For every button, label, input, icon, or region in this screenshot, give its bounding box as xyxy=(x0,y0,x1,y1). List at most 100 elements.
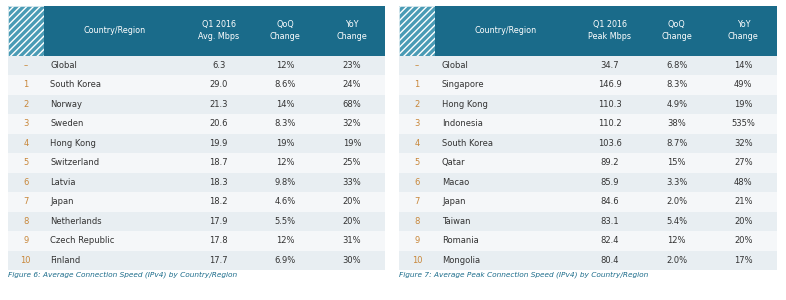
Text: 21%: 21% xyxy=(734,197,753,206)
Bar xyxy=(399,212,435,231)
Bar xyxy=(44,231,185,250)
Bar xyxy=(435,212,577,231)
Text: Czech Republic: Czech Republic xyxy=(50,236,115,245)
Bar xyxy=(644,56,711,75)
Bar xyxy=(644,172,711,192)
Bar xyxy=(399,231,435,250)
Text: YoY
Change: YoY Change xyxy=(728,20,758,41)
Bar xyxy=(644,153,711,172)
Text: 18.7: 18.7 xyxy=(209,158,228,167)
Text: Global: Global xyxy=(442,61,468,70)
Bar xyxy=(319,212,385,231)
Text: 12%: 12% xyxy=(276,61,295,70)
Bar xyxy=(435,231,577,250)
Bar xyxy=(8,56,44,75)
Text: 84.6: 84.6 xyxy=(601,197,619,206)
Text: Latvia: Latvia xyxy=(50,178,76,187)
Text: Q1 2016
Avg. Mbps: Q1 2016 Avg. Mbps xyxy=(198,20,239,41)
Text: 17.8: 17.8 xyxy=(209,236,228,245)
Text: 68%: 68% xyxy=(343,100,362,109)
Text: 80.4: 80.4 xyxy=(601,256,619,265)
Bar xyxy=(435,250,577,270)
Text: 24%: 24% xyxy=(343,80,362,89)
Text: 23%: 23% xyxy=(343,61,362,70)
Text: 38%: 38% xyxy=(667,119,686,128)
Text: 9: 9 xyxy=(23,236,28,245)
Text: 8: 8 xyxy=(23,217,28,226)
Bar xyxy=(711,6,777,56)
Text: Switzerland: Switzerland xyxy=(50,158,100,167)
Bar xyxy=(577,250,644,270)
Bar xyxy=(435,153,577,172)
Text: 2: 2 xyxy=(23,100,28,109)
Bar xyxy=(644,6,711,56)
Text: Hong Kong: Hong Kong xyxy=(442,100,488,109)
Bar xyxy=(644,250,711,270)
Bar xyxy=(44,212,185,231)
Text: 7: 7 xyxy=(23,197,28,206)
Bar xyxy=(399,6,435,56)
Bar xyxy=(435,75,577,94)
Text: 34.7: 34.7 xyxy=(601,61,619,70)
Text: 4: 4 xyxy=(414,139,420,148)
Bar xyxy=(577,212,644,231)
Text: Country/Region: Country/Region xyxy=(475,26,537,35)
Bar xyxy=(319,94,385,114)
Bar xyxy=(252,114,319,134)
Text: QoQ
Change: QoQ Change xyxy=(270,20,301,41)
Text: 19%: 19% xyxy=(734,100,753,109)
Bar xyxy=(185,134,252,153)
Text: 20%: 20% xyxy=(343,217,362,226)
Bar xyxy=(319,153,385,172)
Text: 14%: 14% xyxy=(276,100,295,109)
Bar xyxy=(319,250,385,270)
Text: 2.0%: 2.0% xyxy=(667,197,687,206)
Text: Finland: Finland xyxy=(50,256,81,265)
Bar xyxy=(319,172,385,192)
Bar xyxy=(644,231,711,250)
Bar xyxy=(319,56,385,75)
Text: 49%: 49% xyxy=(734,80,753,89)
Bar xyxy=(44,75,185,94)
Text: Mongolia: Mongolia xyxy=(442,256,480,265)
Bar xyxy=(252,212,319,231)
Text: 20%: 20% xyxy=(734,217,753,226)
Text: Romania: Romania xyxy=(442,236,479,245)
Bar xyxy=(644,75,711,94)
Text: 7: 7 xyxy=(414,197,420,206)
Bar xyxy=(44,94,185,114)
Bar xyxy=(185,231,252,250)
Bar xyxy=(44,192,185,212)
Text: 8.6%: 8.6% xyxy=(274,80,296,89)
Text: 15%: 15% xyxy=(667,158,686,167)
Bar xyxy=(711,153,777,172)
Text: Figure 6: Average Connection Speed (IPv4) by Country/Region: Figure 6: Average Connection Speed (IPv4… xyxy=(8,272,237,278)
Bar xyxy=(252,56,319,75)
Text: 1: 1 xyxy=(23,80,28,89)
Text: Taiwan: Taiwan xyxy=(442,217,470,226)
Text: 110.3: 110.3 xyxy=(598,100,622,109)
Text: 6.8%: 6.8% xyxy=(666,61,688,70)
Bar xyxy=(399,6,435,56)
Bar xyxy=(319,114,385,134)
Text: –: – xyxy=(24,61,28,70)
Bar xyxy=(644,134,711,153)
Text: South Korea: South Korea xyxy=(442,139,493,148)
Text: 103.6: 103.6 xyxy=(598,139,622,148)
Bar xyxy=(711,56,777,75)
Bar xyxy=(185,6,252,56)
Text: 18.3: 18.3 xyxy=(209,178,228,187)
Bar xyxy=(8,212,44,231)
Text: YoY
Change: YoY Change xyxy=(336,20,367,41)
Bar xyxy=(44,172,185,192)
Text: 5.5%: 5.5% xyxy=(275,217,296,226)
Text: 3.3%: 3.3% xyxy=(666,178,688,187)
Text: Japan: Japan xyxy=(50,197,74,206)
Text: 6: 6 xyxy=(414,178,420,187)
Text: 31%: 31% xyxy=(343,236,362,245)
Bar xyxy=(185,56,252,75)
Text: 18.2: 18.2 xyxy=(209,197,228,206)
Bar xyxy=(8,172,44,192)
Text: 1: 1 xyxy=(414,80,420,89)
Text: 30%: 30% xyxy=(343,256,362,265)
